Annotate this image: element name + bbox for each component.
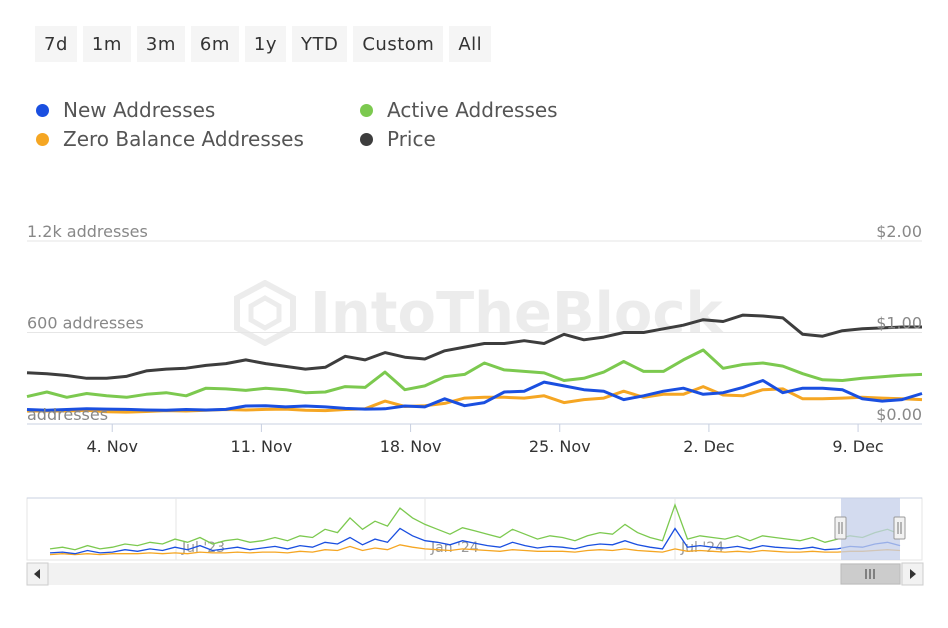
- scrollbar-track[interactable]: [27, 563, 923, 585]
- y-left-tick-label: addresses: [27, 405, 108, 424]
- scrollbar-left-button[interactable]: [26, 562, 49, 586]
- legend-item-active-addresses[interactable]: Active Addresses: [360, 98, 558, 122]
- series-line-new-addresses[interactable]: [26, 379, 923, 412]
- y-right-tick-label: $1.00: [876, 314, 922, 333]
- scrollbar-right-button[interactable]: [901, 562, 924, 586]
- legend-item-price[interactable]: Price: [360, 127, 436, 151]
- range-1m-button[interactable]: 1m: [82, 26, 131, 62]
- scrollbar-thumb[interactable]: [840, 563, 901, 585]
- x-tick-label: 9. Dec: [832, 437, 883, 456]
- legend-marker-icon: [360, 132, 373, 146]
- x-tick-label: 25. Nov: [529, 437, 591, 456]
- legend-label: Active Addresses: [387, 98, 558, 122]
- arrow-right-icon: [910, 569, 916, 579]
- y-right-tick-label: $2.00: [876, 222, 922, 241]
- legend-label: Zero Balance Addresses: [63, 127, 304, 151]
- legend-item-new-addresses[interactable]: New Addresses: [36, 98, 215, 122]
- main-chart: 1.2k addresses $2.00 600 addresses $1.00 add…: [26, 222, 923, 456]
- series-line-active-addresses[interactable]: [26, 348, 923, 399]
- series-line-price[interactable]: [26, 313, 922, 380]
- legend-item-zero-balance-addresses[interactable]: Zero Balance Addresses: [36, 127, 304, 151]
- range-custom-button[interactable]: Custom: [353, 26, 444, 62]
- range-ytd-button[interactable]: YTD: [292, 26, 348, 62]
- legend-label: Price: [387, 127, 436, 151]
- legend-marker-icon: [360, 103, 373, 117]
- range-7d-button[interactable]: 7d: [35, 26, 77, 62]
- range-all-button[interactable]: All: [449, 26, 492, 62]
- x-tick-label: 18. Nov: [380, 437, 442, 456]
- range-1y-button[interactable]: 1y: [244, 26, 286, 62]
- legend-marker-icon: [36, 132, 49, 146]
- chart-axis-labels: 1.2k addresses $2.00 600 addresses $1.00 add…: [27, 222, 922, 456]
- chart-grid: [27, 240, 922, 432]
- navigator-right-handle[interactable]: [893, 516, 906, 540]
- x-tick-label: 11. Nov: [231, 437, 293, 456]
- chart-series: [26, 313, 923, 414]
- navigator-left-handle[interactable]: [834, 516, 847, 540]
- range-3m-button[interactable]: 3m: [136, 26, 185, 62]
- y-right-tick-label: $0.00: [876, 405, 922, 424]
- x-tick-label: 2. Dec: [683, 437, 734, 456]
- legend-marker-icon: [36, 103, 49, 117]
- legend-label: New Addresses: [63, 98, 216, 122]
- range-selector: 7d 1m 3m 6m 1y YTD Custom All: [35, 26, 492, 62]
- y-left-tick-label: 600 addresses: [27, 314, 144, 333]
- y-left-tick-label: 1.2k addresses: [27, 222, 148, 241]
- x-tick-label: 4. Nov: [86, 437, 138, 456]
- arrow-left-icon: [34, 569, 40, 579]
- range-6m-button[interactable]: 6m: [190, 26, 239, 62]
- navigator-selection[interactable]: [841, 498, 900, 560]
